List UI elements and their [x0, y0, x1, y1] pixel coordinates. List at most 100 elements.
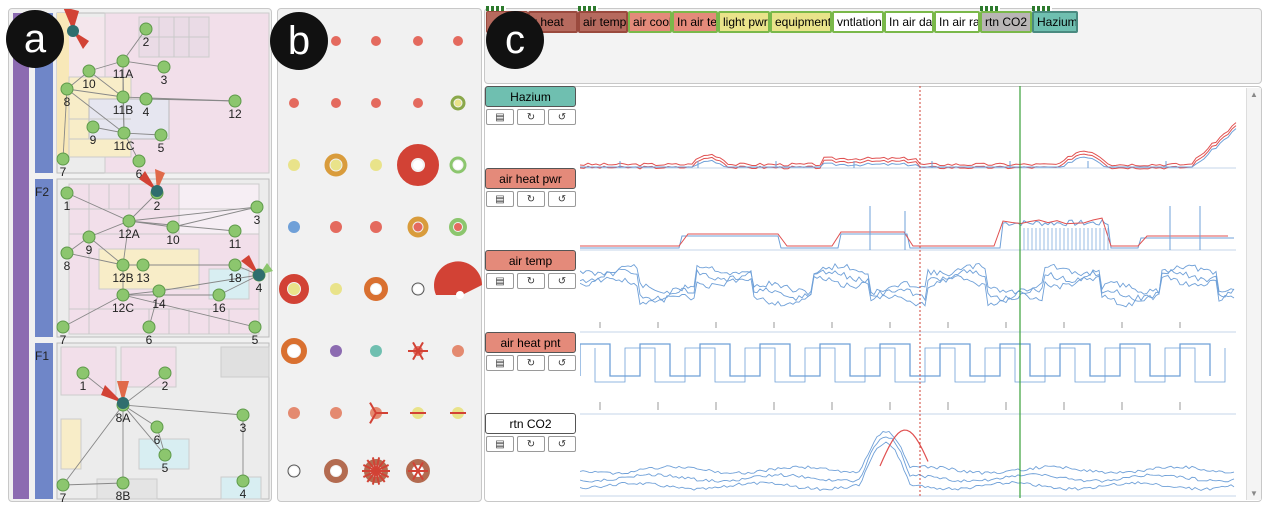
sensor-node[interactable] — [76, 366, 90, 380]
variable-tag[interactable]: air temp — [578, 11, 628, 33]
book-icon[interactable]: ▤ — [486, 191, 514, 207]
glyph[interactable] — [330, 407, 342, 419]
book-icon[interactable]: ▤ — [486, 273, 514, 289]
book-icon[interactable]: ▤ — [486, 436, 514, 452]
glyph[interactable] — [413, 98, 423, 108]
glyph[interactable] — [413, 284, 423, 294]
glyph[interactable] — [288, 345, 300, 357]
series-label[interactable]: air heat pnt — [485, 332, 576, 353]
sensor-node[interactable] — [228, 94, 242, 108]
selected-sensor[interactable] — [117, 397, 129, 409]
book-icon[interactable]: ▤ — [486, 109, 514, 125]
sensor-node[interactable] — [116, 258, 130, 272]
glyph[interactable] — [288, 407, 300, 419]
glyph[interactable] — [289, 466, 299, 476]
scroll-down-arrow[interactable]: ▼ — [1250, 489, 1258, 498]
sensor-node[interactable] — [56, 478, 70, 492]
undo-icon[interactable]: ↺ — [548, 191, 576, 207]
variable-tag[interactable]: air cool — [628, 11, 672, 33]
series-label[interactable]: Hazium — [485, 86, 576, 107]
sensor-node[interactable] — [56, 152, 70, 166]
selected-sensor[interactable] — [253, 269, 265, 281]
glyph[interactable] — [288, 283, 300, 295]
sensor-node[interactable] — [82, 230, 96, 244]
scroll-up-arrow[interactable]: ▲ — [1250, 90, 1258, 99]
sensor-node[interactable] — [139, 22, 153, 36]
redo-icon[interactable]: ↻ — [517, 273, 545, 289]
sensor-node[interactable] — [236, 474, 250, 488]
sensor-node[interactable] — [248, 320, 262, 334]
sensor-node[interactable] — [152, 284, 166, 298]
sensor-node[interactable] — [116, 90, 130, 104]
glyph[interactable] — [330, 159, 342, 171]
sensor-node[interactable] — [154, 128, 168, 142]
glyph[interactable] — [413, 222, 423, 232]
glyph[interactable] — [453, 160, 463, 170]
glyph[interactable] — [371, 284, 381, 294]
undo-icon[interactable]: ↺ — [548, 436, 576, 452]
undo-icon[interactable]: ↺ — [548, 355, 576, 371]
variable-tag[interactable]: In air da — [884, 11, 934, 33]
glyph[interactable] — [371, 98, 381, 108]
redo-icon[interactable]: ↻ — [517, 355, 545, 371]
sensor-node[interactable] — [132, 154, 146, 168]
glyph[interactable] — [288, 221, 300, 233]
selected-sensor[interactable] — [151, 185, 163, 197]
variable-tag[interactable]: In air te — [672, 11, 718, 33]
variable-tag[interactable]: equipment — [770, 11, 832, 33]
glyph[interactable] — [454, 223, 462, 231]
glyph[interactable] — [331, 98, 341, 108]
sensor-node[interactable] — [86, 120, 100, 134]
sensor-node[interactable] — [117, 126, 131, 140]
sensor-node[interactable] — [122, 214, 136, 228]
sensor-node[interactable] — [60, 186, 74, 200]
variable-tag[interactable]: In air ra — [934, 11, 980, 33]
sensor-node[interactable] — [139, 92, 153, 106]
sensor-node[interactable] — [250, 200, 264, 214]
undo-icon[interactable]: ↺ — [548, 109, 576, 125]
glyph[interactable] — [453, 36, 463, 46]
variable-tag[interactable]: Hazium — [1032, 11, 1078, 33]
glyph[interactable] — [454, 99, 462, 107]
glyph[interactable] — [413, 160, 423, 170]
sensor-node[interactable] — [166, 220, 180, 234]
scrollbar[interactable]: ▲ ▼ — [1246, 88, 1261, 500]
redo-icon[interactable]: ↻ — [517, 436, 545, 452]
sensor-node[interactable] — [236, 408, 250, 422]
sensor-node[interactable] — [60, 82, 74, 96]
sensor-node[interactable] — [150, 420, 164, 434]
sensor-node[interactable] — [142, 320, 156, 334]
book-icon[interactable]: ▤ — [486, 355, 514, 371]
redo-icon[interactable]: ↻ — [517, 109, 545, 125]
glyph[interactable] — [331, 466, 341, 476]
sensor-node[interactable] — [116, 288, 130, 302]
sensor-node[interactable] — [56, 320, 70, 334]
series-label[interactable]: rtn CO2 — [485, 413, 576, 434]
variable-tag[interactable]: light pwr — [718, 11, 770, 33]
glyph[interactable] — [370, 345, 382, 357]
glyph[interactable] — [452, 345, 464, 357]
sensor-node[interactable] — [116, 54, 130, 68]
redo-icon[interactable]: ↻ — [517, 191, 545, 207]
sensor-node[interactable] — [228, 224, 242, 238]
sensor-node[interactable] — [116, 476, 130, 490]
sensor-node[interactable] — [158, 366, 172, 380]
glyph[interactable] — [413, 36, 423, 46]
glyph[interactable] — [370, 221, 382, 233]
series-label[interactable]: air temp — [485, 250, 576, 271]
glyph[interactable] — [289, 98, 299, 108]
glyph[interactable] — [330, 221, 342, 233]
series-label[interactable]: air heat pwr — [485, 168, 576, 189]
glyph[interactable] — [330, 283, 342, 295]
glyph[interactable] — [288, 159, 300, 171]
sensor-node[interactable] — [228, 258, 242, 272]
undo-icon[interactable]: ↺ — [548, 273, 576, 289]
variable-tag[interactable]: rtn CO2 — [980, 11, 1032, 33]
glyph[interactable] — [371, 36, 381, 46]
sensor-node[interactable] — [60, 246, 74, 260]
glyph[interactable] — [331, 36, 341, 46]
sensor-node[interactable] — [82, 64, 96, 78]
sensor-node[interactable] — [157, 60, 171, 74]
sensor-node[interactable] — [158, 448, 172, 462]
glyph[interactable] — [456, 291, 464, 299]
